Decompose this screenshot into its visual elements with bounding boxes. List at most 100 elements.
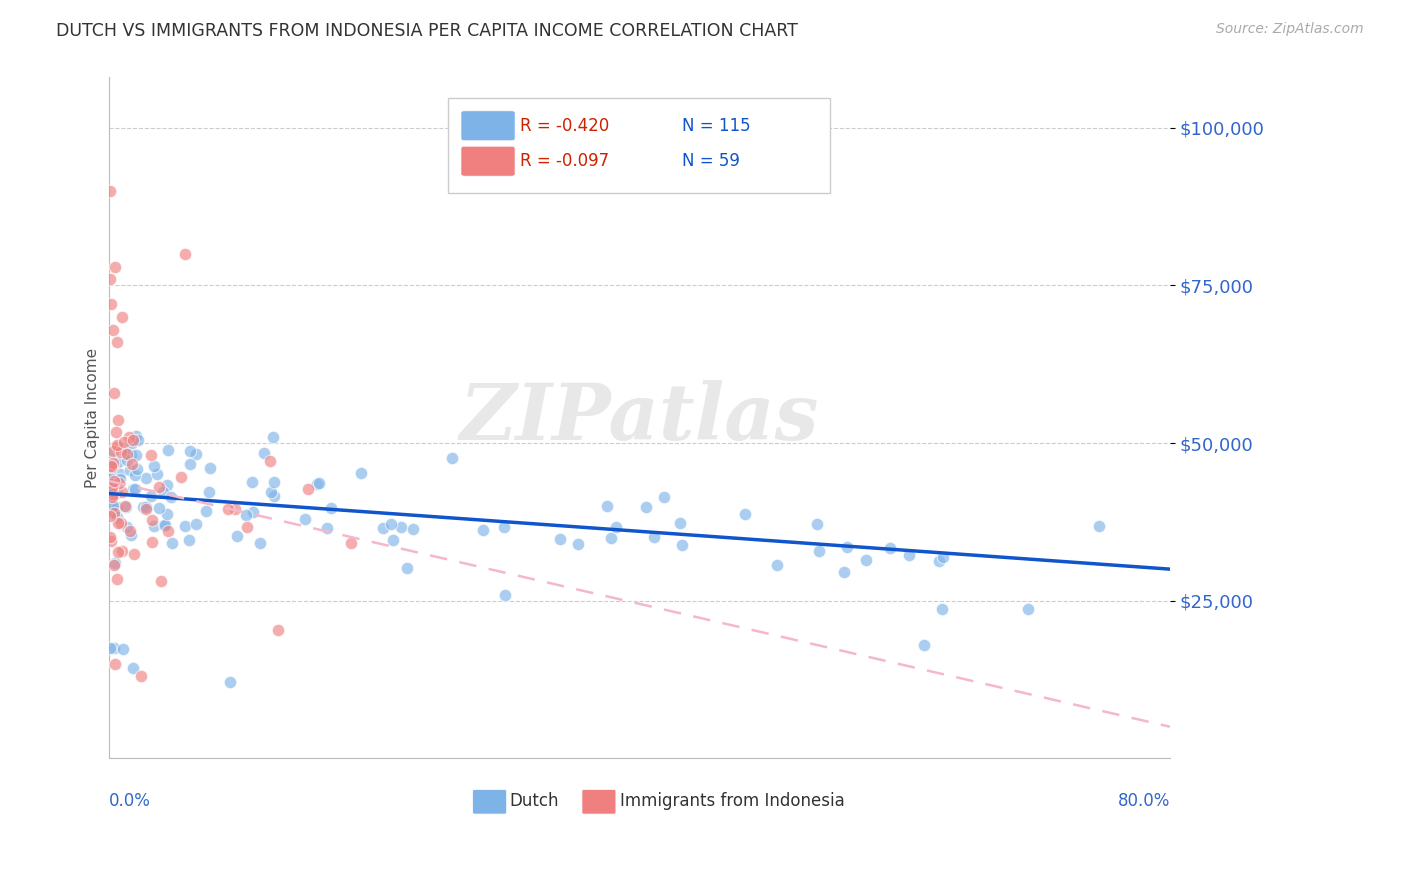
Point bbox=[111, 544, 134, 558]
Point bbox=[112, 435, 135, 450]
Point bbox=[548, 532, 571, 546]
Point bbox=[110, 444, 132, 458]
Point bbox=[146, 467, 169, 481]
Point bbox=[98, 640, 121, 655]
Point bbox=[294, 512, 316, 526]
Point bbox=[806, 516, 828, 531]
Point bbox=[153, 518, 176, 533]
Point bbox=[103, 558, 125, 572]
Text: N = 115: N = 115 bbox=[682, 117, 751, 135]
Point bbox=[669, 516, 692, 531]
Point bbox=[115, 500, 138, 514]
Point bbox=[98, 508, 121, 523]
Point bbox=[110, 467, 132, 481]
Point bbox=[104, 657, 127, 671]
Point bbox=[897, 548, 920, 562]
Point bbox=[143, 519, 166, 533]
Point bbox=[120, 524, 142, 538]
Point bbox=[139, 489, 162, 503]
Point bbox=[567, 536, 589, 550]
Point bbox=[101, 484, 124, 499]
Point bbox=[156, 524, 179, 538]
Point bbox=[141, 534, 163, 549]
Point bbox=[103, 487, 125, 501]
Point bbox=[1088, 518, 1111, 533]
Point bbox=[104, 556, 127, 570]
Point bbox=[173, 247, 195, 261]
Point bbox=[472, 523, 495, 537]
Text: 80.0%: 80.0% bbox=[1118, 792, 1170, 810]
Text: Immigrants from Indonesia: Immigrants from Indonesia bbox=[620, 792, 845, 810]
Point bbox=[402, 522, 425, 536]
Point bbox=[160, 536, 183, 550]
Point bbox=[103, 260, 125, 274]
FancyBboxPatch shape bbox=[461, 146, 515, 176]
Point bbox=[108, 472, 131, 486]
Point bbox=[262, 430, 284, 444]
Point bbox=[98, 184, 121, 198]
Point bbox=[389, 520, 412, 534]
Point bbox=[101, 490, 124, 504]
Text: DUTCH VS IMMIGRANTS FROM INDONESIA PER CAPITA INCOME CORRELATION CHART: DUTCH VS IMMIGRANTS FROM INDONESIA PER C… bbox=[56, 22, 799, 40]
Point bbox=[307, 476, 329, 491]
Point bbox=[105, 484, 128, 499]
Point bbox=[494, 588, 516, 602]
Point bbox=[125, 448, 148, 462]
Text: Dutch: Dutch bbox=[510, 792, 560, 810]
Point bbox=[1017, 602, 1039, 616]
Point bbox=[101, 444, 124, 458]
Point bbox=[249, 535, 271, 549]
Point bbox=[179, 444, 201, 458]
Point bbox=[101, 322, 124, 336]
Text: 0.0%: 0.0% bbox=[108, 792, 150, 810]
Point bbox=[932, 550, 955, 565]
Point bbox=[135, 502, 157, 516]
Point bbox=[121, 436, 143, 450]
Point bbox=[267, 623, 290, 637]
Point bbox=[153, 517, 176, 532]
Point bbox=[226, 528, 249, 542]
Point bbox=[224, 502, 246, 516]
Point bbox=[297, 482, 319, 496]
Point bbox=[121, 434, 143, 448]
Point bbox=[100, 458, 122, 473]
Point bbox=[173, 519, 195, 533]
Point bbox=[122, 661, 145, 675]
Point bbox=[931, 602, 953, 616]
Point bbox=[652, 490, 675, 504]
Point bbox=[139, 448, 162, 462]
Point bbox=[643, 530, 665, 544]
Point bbox=[373, 520, 395, 534]
Point bbox=[101, 476, 124, 491]
Point bbox=[308, 475, 330, 490]
Point bbox=[260, 485, 283, 500]
Point bbox=[132, 500, 155, 514]
Point bbox=[235, 508, 257, 522]
Point bbox=[217, 502, 239, 516]
Point bbox=[103, 386, 125, 401]
Point bbox=[107, 516, 129, 530]
Point bbox=[124, 467, 146, 482]
Point bbox=[194, 504, 217, 518]
FancyBboxPatch shape bbox=[449, 98, 831, 194]
Point bbox=[198, 484, 221, 499]
Point bbox=[98, 471, 121, 485]
Point bbox=[127, 433, 149, 447]
Point bbox=[111, 310, 134, 324]
Point bbox=[115, 520, 138, 534]
Point bbox=[135, 471, 157, 485]
Point bbox=[315, 521, 337, 535]
Point bbox=[112, 441, 135, 455]
Point bbox=[105, 500, 128, 514]
Point bbox=[104, 487, 127, 501]
Point bbox=[101, 456, 124, 470]
Point bbox=[837, 540, 859, 554]
Point bbox=[103, 506, 125, 520]
Point bbox=[855, 552, 877, 566]
Point bbox=[252, 446, 274, 460]
Point bbox=[100, 272, 122, 286]
Point bbox=[101, 499, 124, 513]
Point bbox=[111, 484, 134, 499]
Point bbox=[101, 460, 124, 475]
Point bbox=[441, 451, 464, 466]
